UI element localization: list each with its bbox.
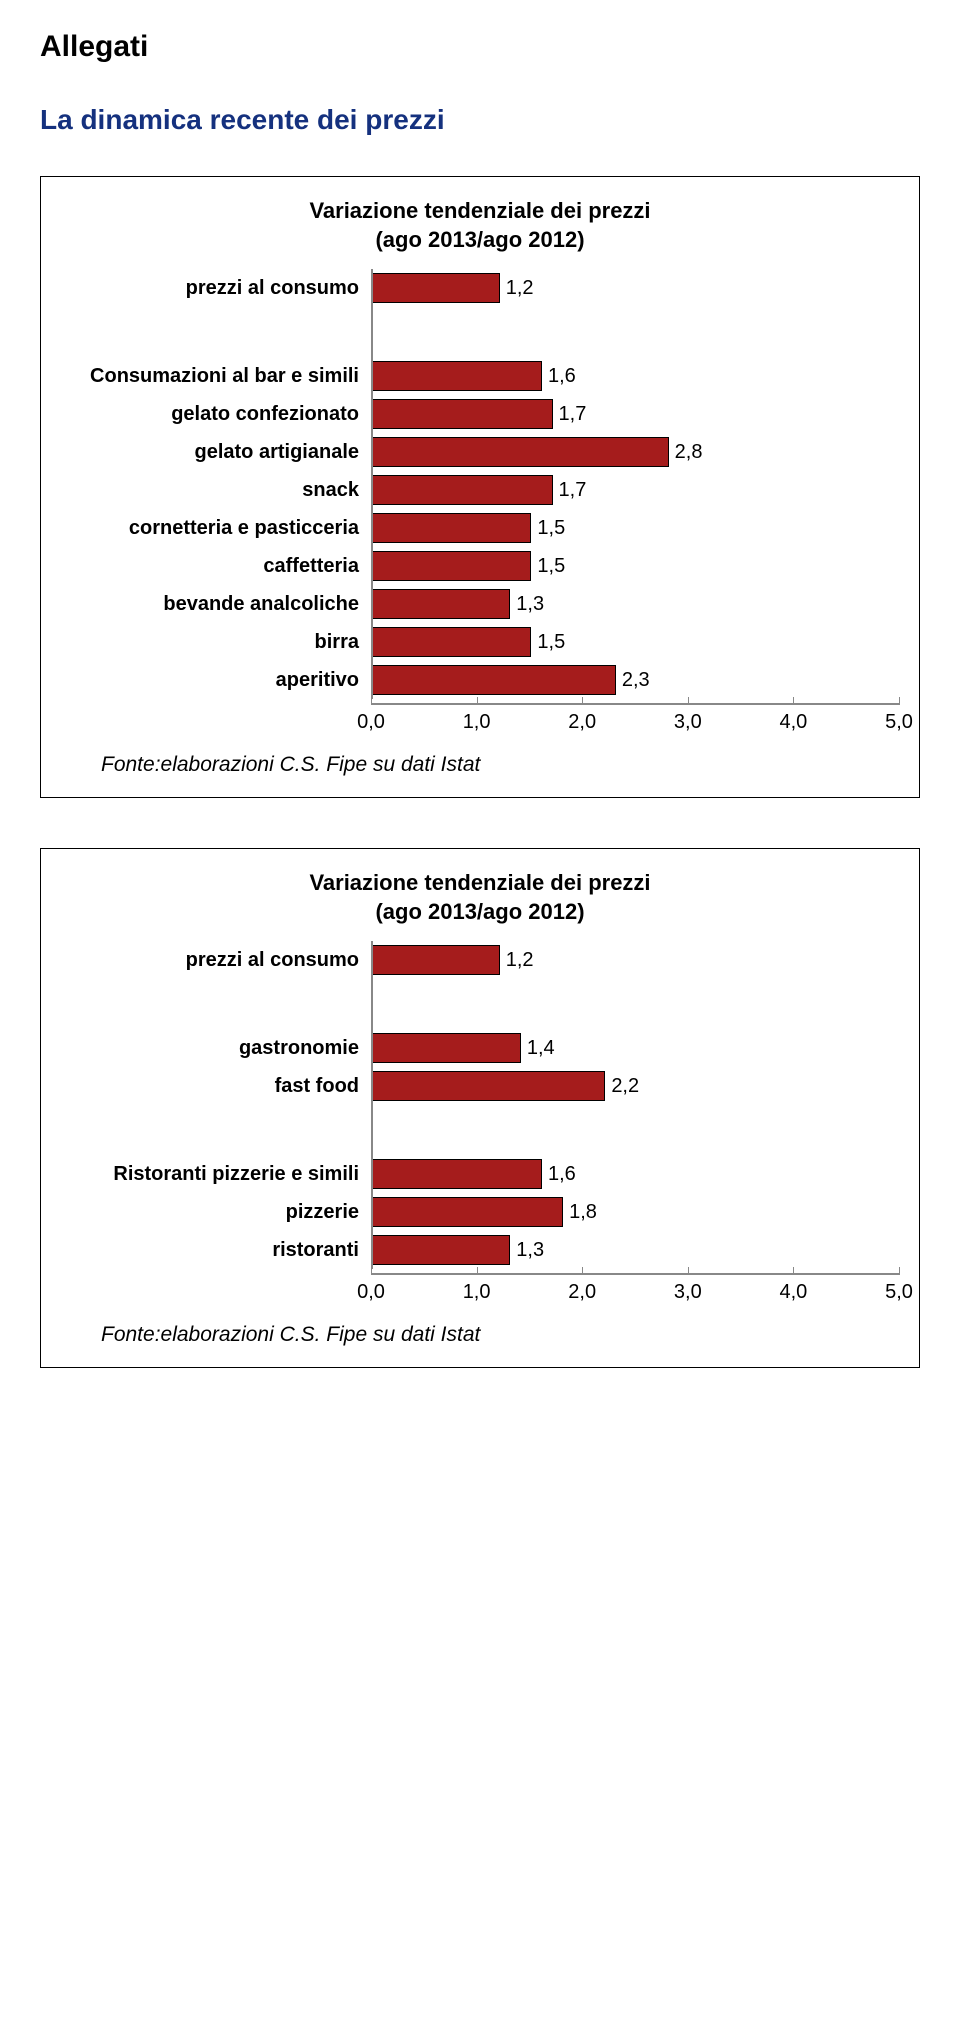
bar-value-label: 2,2 bbox=[611, 1075, 639, 1098]
bar-row: bevande analcoliche 1,3 bbox=[61, 585, 899, 623]
section-title: La dinamica recente dei prezzi bbox=[40, 104, 920, 136]
bar-value-label: 1,6 bbox=[548, 365, 576, 388]
bar bbox=[371, 399, 553, 429]
x-axis: 0,01,02,03,04,05,0 bbox=[371, 703, 899, 735]
bar-value-label: 1,4 bbox=[527, 1037, 555, 1060]
bar-value-label: 1,5 bbox=[537, 555, 565, 578]
x-tick-label: 3,0 bbox=[674, 1281, 702, 1304]
category-label: pizzerie bbox=[61, 1201, 371, 1224]
bar bbox=[371, 945, 500, 975]
bar-row: Ristoranti pizzerie e simili 1,6 bbox=[61, 1155, 899, 1193]
bar-row: aperitivo 2,3 bbox=[61, 661, 899, 699]
chart-title: Variazione tendenziale dei prezzi(ago 20… bbox=[61, 869, 899, 926]
bar-row: fast food 2,2 bbox=[61, 1067, 899, 1105]
chart-source: Fonte:elaborazioni C.S. Fipe su dati Ist… bbox=[101, 753, 899, 777]
bar bbox=[371, 1071, 605, 1101]
x-tick-label: 0,0 bbox=[357, 711, 385, 734]
bar bbox=[371, 589, 510, 619]
x-tick-label: 4,0 bbox=[779, 711, 807, 734]
bar-row: pizzerie 1,8 bbox=[61, 1193, 899, 1231]
category-label: cornetteria e pasticceria bbox=[61, 517, 371, 540]
bar-row: ristoranti 1,3 bbox=[61, 1231, 899, 1269]
bar bbox=[371, 513, 531, 543]
bar-row: caffetteria 1,5 bbox=[61, 547, 899, 585]
x-tick-label: 4,0 bbox=[779, 1281, 807, 1304]
category-label: Ristoranti pizzerie e simili bbox=[61, 1163, 371, 1186]
bar-value-label: 1,2 bbox=[506, 277, 534, 300]
bar-row: gastronomie 1,4 bbox=[61, 1029, 899, 1067]
bar-value-label: 1,2 bbox=[506, 949, 534, 972]
bar-value-label: 1,5 bbox=[537, 517, 565, 540]
category-label: caffetteria bbox=[61, 555, 371, 578]
bar-value-label: 2,8 bbox=[675, 441, 703, 464]
bar-value-label: 1,5 bbox=[537, 631, 565, 654]
bar-value-label: 1,3 bbox=[516, 593, 544, 616]
bar bbox=[371, 273, 500, 303]
category-label: fast food bbox=[61, 1075, 371, 1098]
bar-value-label: 1,7 bbox=[559, 479, 587, 502]
category-label: prezzi al consumo bbox=[61, 277, 371, 300]
bar bbox=[371, 1033, 521, 1063]
allegati-heading: Allegati bbox=[40, 30, 920, 64]
bar bbox=[371, 551, 531, 581]
category-label: gelato confezionato bbox=[61, 403, 371, 426]
x-tick-label: 5,0 bbox=[885, 1281, 913, 1304]
category-label: birra bbox=[61, 631, 371, 654]
chart-title: Variazione tendenziale dei prezzi(ago 20… bbox=[61, 197, 899, 254]
bar-row: prezzi al consumo 1,2 bbox=[61, 941, 899, 979]
bar-row: cornetteria e pasticceria 1,5 bbox=[61, 509, 899, 547]
x-tick-label: 1,0 bbox=[463, 711, 491, 734]
chart-1: Variazione tendenziale dei prezzi(ago 20… bbox=[40, 176, 920, 798]
category-label: Consumazioni al bar e simili bbox=[61, 365, 371, 388]
bar bbox=[371, 475, 553, 505]
bar-value-label: 1,8 bbox=[569, 1201, 597, 1224]
bar bbox=[371, 627, 531, 657]
category-label: ristoranti bbox=[61, 1239, 371, 1262]
bar bbox=[371, 1197, 563, 1227]
x-tick-label: 1,0 bbox=[463, 1281, 491, 1304]
bar-row: Consumazioni al bar e simili 1,6 bbox=[61, 357, 899, 395]
bar-row: prezzi al consumo 1,2 bbox=[61, 269, 899, 307]
x-tick-label: 2,0 bbox=[568, 711, 596, 734]
category-label: aperitivo bbox=[61, 669, 371, 692]
bar-row: gelato artigianale 2,8 bbox=[61, 433, 899, 471]
bar-value-label: 1,6 bbox=[548, 1163, 576, 1186]
x-tick-label: 3,0 bbox=[674, 711, 702, 734]
x-axis: 0,01,02,03,04,05,0 bbox=[371, 1273, 899, 1305]
x-tick-label: 5,0 bbox=[885, 711, 913, 734]
category-label: prezzi al consumo bbox=[61, 949, 371, 972]
category-label: bevande analcoliche bbox=[61, 593, 371, 616]
x-tick-label: 2,0 bbox=[568, 1281, 596, 1304]
category-label: snack bbox=[61, 479, 371, 502]
bar-value-label: 1,7 bbox=[559, 403, 587, 426]
chart-2: Variazione tendenziale dei prezzi(ago 20… bbox=[40, 848, 920, 1368]
bar-row: snack 1,7 bbox=[61, 471, 899, 509]
bar-row: gelato confezionato 1,7 bbox=[61, 395, 899, 433]
bar bbox=[371, 437, 669, 467]
x-tick-label: 0,0 bbox=[357, 1281, 385, 1304]
category-label: gelato artigianale bbox=[61, 441, 371, 464]
bar bbox=[371, 665, 616, 695]
bar bbox=[371, 1235, 510, 1265]
bar-value-label: 1,3 bbox=[516, 1239, 544, 1262]
bar bbox=[371, 361, 542, 391]
bar bbox=[371, 1159, 542, 1189]
bar-row: birra 1,5 bbox=[61, 623, 899, 661]
bar-value-label: 2,3 bbox=[622, 669, 650, 692]
chart-source: Fonte:elaborazioni C.S. Fipe su dati Ist… bbox=[101, 1323, 899, 1347]
category-label: gastronomie bbox=[61, 1037, 371, 1060]
